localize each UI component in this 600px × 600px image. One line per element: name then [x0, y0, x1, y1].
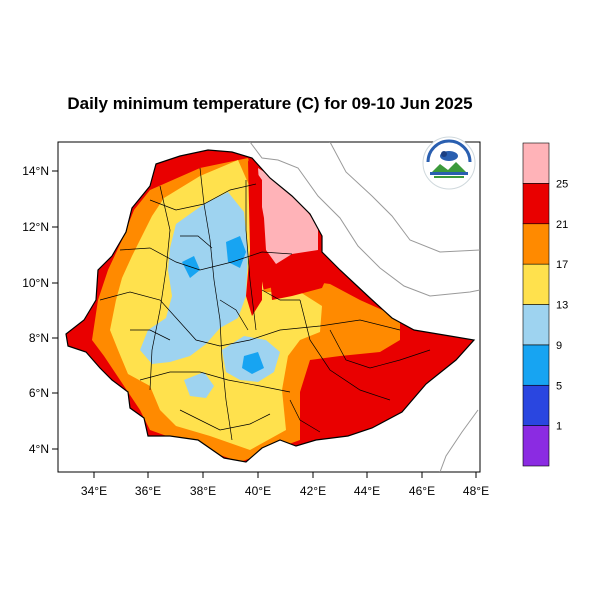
lat-tick-label: 10°N [22, 276, 49, 290]
lon-tick-label: 46°E [409, 484, 435, 498]
colorbar-bin [522, 384, 550, 426]
admin-boundaries [99, 167, 431, 441]
colorbar-bin [522, 223, 550, 265]
lon-tick-labels: 34°E 36°E 38°E 40°E 42°E 44°E 46°E 48°E [81, 484, 489, 498]
colorbar-bin [522, 263, 550, 305]
lat-tick-label: 12°N [22, 220, 49, 234]
colorbar-label: 25 [556, 178, 568, 190]
lat-tick-label: 8°N [29, 331, 49, 345]
lon-tick-label: 38°E [190, 484, 216, 498]
colorbar-bin [522, 304, 550, 346]
ethiopia-outline [65, 149, 476, 463]
colorbar-label: 1 [556, 421, 562, 433]
lat-tick-labels: 14°N 12°N 10°N 8°N 6°N 4°N [22, 164, 49, 456]
axis-ticks [52, 170, 477, 478]
colorbar-label: 21 [556, 219, 568, 231]
map-title: Daily minimum temperature (C) for 09-10 … [67, 94, 473, 113]
colorbar: 1 5 9 13 17 21 25 [522, 142, 568, 467]
ethiopian-meteorology-institute-logo [422, 136, 476, 190]
neighbor-coastlines [249, 142, 480, 472]
lon-tick-label: 44°E [354, 484, 380, 498]
colorbar-label: 13 [556, 300, 568, 312]
lat-tick-label: 6°N [29, 386, 49, 400]
lon-tick-label: 40°E [245, 484, 271, 498]
colorbar-bin [522, 425, 550, 467]
colorbar-label: 9 [556, 340, 562, 352]
lon-tick-label: 42°E [300, 484, 326, 498]
lon-tick-label: 34°E [81, 484, 107, 498]
colorbar-bin [522, 183, 550, 225]
mountain-icon [432, 162, 466, 172]
lon-tick-label: 36°E [135, 484, 161, 498]
colorbar-label: 17 [556, 259, 568, 271]
colorbar-label: 5 [556, 380, 562, 392]
lat-tick-label: 14°N [22, 164, 49, 178]
lat-tick-label: 4°N [29, 442, 49, 456]
colorbar-bin [522, 344, 550, 386]
colorbar-bin [522, 142, 550, 184]
lon-tick-label: 48°E [463, 484, 489, 498]
